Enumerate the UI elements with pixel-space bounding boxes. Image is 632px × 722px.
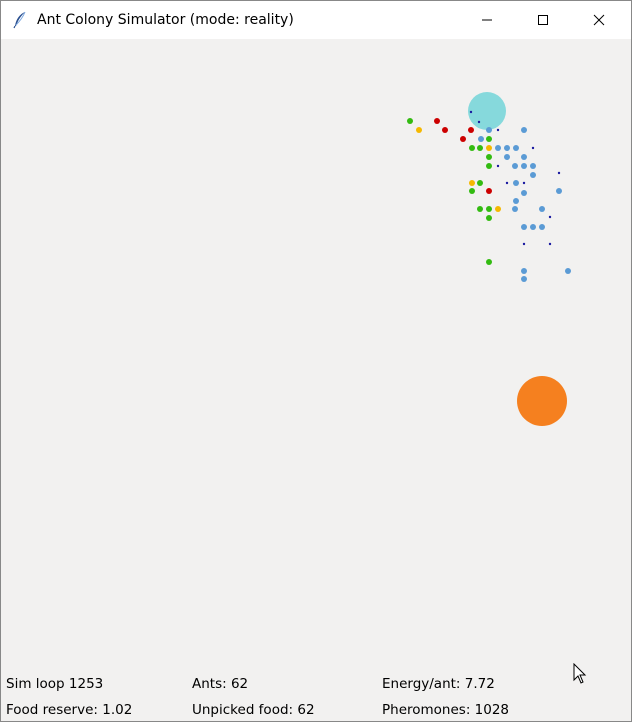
ant — [478, 136, 484, 142]
pheromone — [522, 181, 526, 185]
ant — [539, 224, 545, 230]
ant — [486, 154, 492, 160]
ant — [486, 163, 492, 169]
window-title: Ant Colony Simulator (mode: reality) — [37, 12, 294, 28]
close-icon — [593, 14, 605, 26]
food-reserve-stat: Food reserve: 1.02 — [6, 702, 133, 718]
pheromones-stat: Pheromones: 1028 — [382, 702, 510, 718]
simulation-field — [407, 92, 571, 426]
ant — [512, 206, 518, 212]
pheromone — [548, 242, 552, 246]
close-button[interactable] — [576, 1, 622, 39]
ant — [504, 145, 510, 151]
ant — [460, 136, 466, 142]
pheromone — [477, 120, 481, 124]
status-bar: Sim loop 1253 Ants: 62 Energy/ant: 7.72 … — [1, 665, 631, 721]
ant — [512, 163, 518, 169]
pheromone — [531, 146, 535, 150]
nest — [468, 92, 506, 130]
ant — [486, 215, 492, 221]
pheromone — [522, 242, 526, 246]
ants-stat: Ants: 62 — [192, 676, 249, 692]
simulation-canvas[interactable] — [1, 39, 631, 665]
ant — [477, 145, 483, 151]
ant — [469, 145, 475, 151]
maximize-icon — [538, 15, 548, 25]
ant — [486, 259, 492, 265]
ant — [513, 180, 519, 186]
ant — [556, 188, 562, 194]
ant — [442, 127, 448, 133]
ant — [407, 118, 413, 124]
ant — [486, 206, 492, 212]
sim-loop-stat: Sim loop 1253 — [6, 676, 104, 692]
ant — [416, 127, 422, 133]
ant — [521, 268, 527, 274]
pheromone — [469, 110, 473, 114]
pheromone — [496, 164, 500, 168]
ant — [521, 190, 527, 196]
ant — [521, 127, 527, 133]
ant — [530, 224, 536, 230]
ant — [521, 276, 527, 282]
energy-per-ant-stat: Energy/ant: 7.72 — [382, 676, 495, 692]
ant — [469, 180, 475, 186]
ant — [486, 188, 492, 194]
feather-icon — [13, 11, 26, 29]
ant — [513, 145, 519, 151]
ant — [495, 206, 501, 212]
pheromone — [505, 181, 509, 185]
ant — [486, 127, 492, 133]
pheromone — [548, 215, 552, 219]
unpicked-food-stat: Unpicked food: 62 — [192, 702, 315, 718]
ant — [539, 206, 545, 212]
ant — [504, 154, 510, 160]
ant — [495, 145, 501, 151]
ant — [530, 172, 536, 178]
ant — [486, 136, 492, 142]
ant — [486, 145, 492, 151]
ant — [477, 206, 483, 212]
mouse-pointer-icon — [573, 663, 587, 684]
ant — [521, 163, 527, 169]
minimize-button[interactable] — [464, 1, 510, 39]
ant — [477, 180, 483, 186]
ant — [530, 163, 536, 169]
food-source — [517, 376, 567, 426]
ant — [565, 268, 571, 274]
pheromone — [557, 171, 561, 175]
minimize-icon — [482, 19, 492, 21]
ant — [434, 118, 440, 124]
pheromone — [496, 128, 500, 132]
maximize-button[interactable] — [520, 1, 566, 39]
ant — [521, 154, 527, 160]
ant — [521, 224, 527, 230]
ant — [469, 188, 475, 194]
title-bar[interactable]: Ant Colony Simulator (mode: reality) — [1, 1, 631, 39]
ant — [513, 198, 519, 204]
ant — [468, 127, 474, 133]
